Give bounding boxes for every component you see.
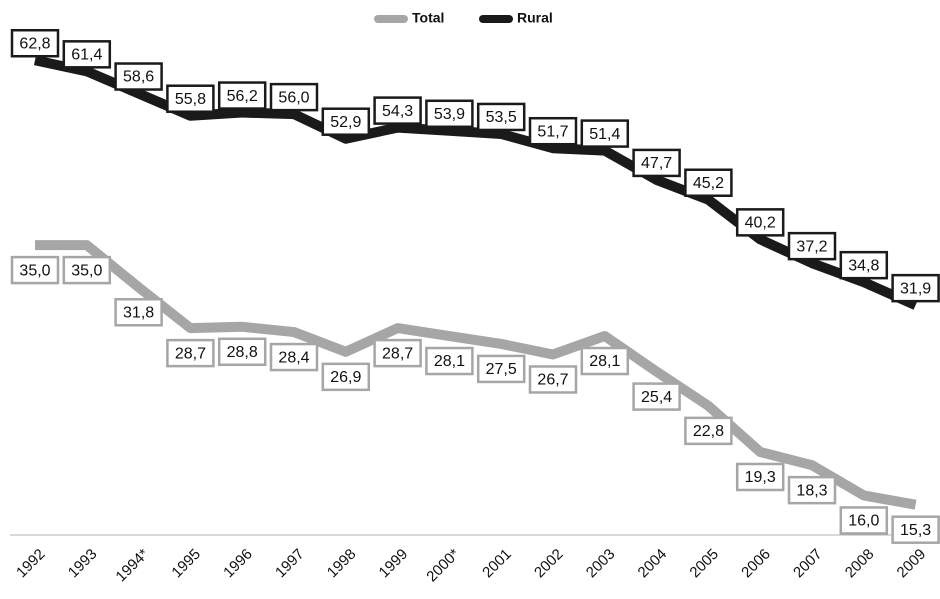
legend-label: Rural <box>517 10 553 26</box>
data-label: 58,6 <box>123 69 154 86</box>
data-label-box <box>632 148 681 178</box>
data-label-box <box>425 99 474 129</box>
data-label-box <box>166 84 215 113</box>
data-label-box <box>321 107 371 136</box>
data-label: 35,0 <box>71 262 102 279</box>
data-label: 25,4 <box>641 389 672 406</box>
legend-label: Total <box>412 10 444 26</box>
x-tick-label: 1996 <box>220 546 256 582</box>
data-label: 35,0 <box>19 262 50 279</box>
data-label-box <box>217 81 267 110</box>
x-tick-label: 1994* <box>112 546 152 586</box>
data-label-box <box>321 362 371 392</box>
x-tick-label: 2003 <box>583 546 619 582</box>
data-label-box <box>684 168 733 197</box>
data-label: 52,9 <box>330 114 361 131</box>
x-tick-label: 1999 <box>376 546 412 582</box>
data-label: 51,4 <box>589 126 620 143</box>
data-label: 15,3 <box>900 522 931 539</box>
data-label-box <box>217 337 267 367</box>
data-label: 18,3 <box>796 482 827 499</box>
x-tick-label: 2009 <box>894 546 930 582</box>
data-label-box <box>10 255 60 285</box>
data-label: 34,8 <box>848 257 879 274</box>
data-label: 53,5 <box>486 109 517 126</box>
series-line <box>35 240 917 510</box>
data-label: 28,7 <box>382 345 413 362</box>
data-label: 28,4 <box>278 349 309 366</box>
x-tick-label: 2005 <box>686 546 722 582</box>
data-label-box <box>476 354 526 384</box>
x-tick-label: 1993 <box>65 546 101 582</box>
data-label-box <box>373 338 422 368</box>
data-label-box <box>10 28 60 58</box>
data-label: 51,7 <box>537 123 568 140</box>
data-label-box <box>476 102 526 132</box>
data-label: 54,3 <box>382 103 413 120</box>
data-label-box <box>528 116 578 146</box>
data-label-box <box>787 231 837 261</box>
data-label: 28,7 <box>175 345 206 362</box>
data-label: 45,2 <box>693 175 724 192</box>
data-label: 16,0 <box>848 513 879 530</box>
x-tick-label: 1992 <box>13 546 49 582</box>
data-label-box <box>891 273 940 303</box>
x-tick-label: 1995 <box>168 546 204 582</box>
x-tick-label: 2008 <box>842 546 878 582</box>
data-label: 61,4 <box>71 47 102 64</box>
data-label-box <box>114 298 163 327</box>
data-label-box <box>735 208 785 237</box>
data-label-box <box>528 365 578 394</box>
data-label: 28,1 <box>589 353 620 370</box>
data-label-box <box>787 475 837 505</box>
x-tick-label: 2006 <box>738 546 774 582</box>
data-label: 31,8 <box>123 304 154 321</box>
data-label: 56,0 <box>278 89 309 106</box>
data-label: 28,1 <box>434 353 465 370</box>
x-tick-label: 1997 <box>272 546 308 582</box>
data-label: 40,2 <box>745 215 776 232</box>
data-label: 28,8 <box>227 344 258 361</box>
data-label-box <box>114 62 163 91</box>
data-label: 19,3 <box>745 469 776 486</box>
data-label-box <box>735 462 785 492</box>
data-label: 31,9 <box>900 280 931 297</box>
data-label-box <box>632 382 681 411</box>
data-label: 55,8 <box>175 91 206 108</box>
data-label: 27,5 <box>486 361 517 378</box>
data-label-box <box>839 506 889 535</box>
data-label-box <box>891 515 940 544</box>
data-label: 47,7 <box>641 155 672 172</box>
x-tick-label: 2001 <box>479 546 515 582</box>
data-label: 26,7 <box>537 372 568 389</box>
data-label: 22,8 <box>693 423 724 440</box>
data-label-box <box>269 342 319 372</box>
data-label-box <box>269 82 319 112</box>
data-label-box <box>166 338 215 368</box>
data-label-box <box>373 96 422 125</box>
data-label: 26,9 <box>330 369 361 386</box>
data-label: 53,9 <box>434 106 465 123</box>
data-label: 37,2 <box>796 238 827 255</box>
x-tick-label: 1998 <box>324 546 360 582</box>
x-tick-label: 2000* <box>423 546 463 586</box>
data-label-box <box>580 119 630 148</box>
data-label: 62,8 <box>19 35 50 52</box>
data-label-box <box>425 346 474 376</box>
data-label-box <box>62 255 112 285</box>
data-label-box <box>839 250 889 280</box>
data-label-box <box>684 416 733 446</box>
data-label: 56,2 <box>227 88 258 105</box>
x-tick-label: 2007 <box>790 546 826 582</box>
data-label-box <box>580 346 630 376</box>
x-tick-label: 2004 <box>635 546 671 582</box>
x-tick-label: 2002 <box>531 546 567 582</box>
data-label-box <box>62 40 112 69</box>
